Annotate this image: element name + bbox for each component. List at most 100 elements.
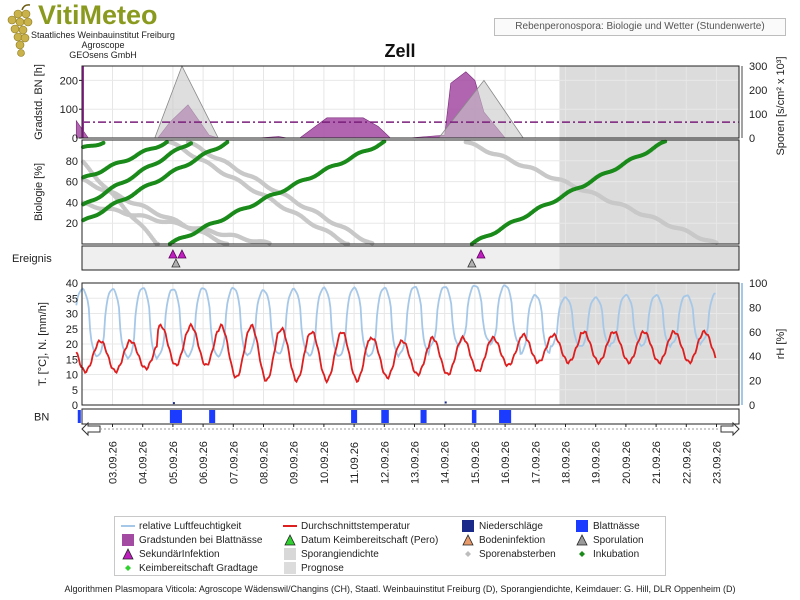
sporulation-marker bbox=[171, 258, 181, 268]
legend-label: Gradstunden bei Blattnässe bbox=[139, 534, 263, 546]
panel-frame bbox=[81, 139, 740, 245]
panel-frame bbox=[81, 245, 740, 271]
date-label: 17.09.26 bbox=[530, 441, 542, 484]
legend-label: relative Luftfeuchtigkeit bbox=[139, 520, 242, 532]
chart: 0100200010020030020406080051015202530354… bbox=[12, 56, 787, 484]
date-label: 07.09.26 bbox=[228, 441, 240, 484]
p1-right-axis-label: Sporen [s/cm² x 10³] bbox=[775, 56, 787, 155]
p1-left-tick: 0 bbox=[72, 133, 78, 145]
date-label: 23.09.26 bbox=[712, 441, 724, 484]
p4-left-tick: 40 bbox=[66, 278, 78, 290]
org-line-3: GEOsens GmbH bbox=[69, 50, 137, 60]
p4-right-tick: 20 bbox=[749, 376, 761, 388]
legend-item: Niederschläge bbox=[461, 520, 543, 532]
legend-swatch-diamond bbox=[465, 551, 471, 557]
legend-label: Keimbereitschaft Gradtage bbox=[139, 562, 258, 574]
page-title: Zell bbox=[384, 41, 416, 61]
legend-label: Bodeninfektion bbox=[479, 534, 546, 546]
date-label: 13.09.26 bbox=[410, 441, 422, 484]
forecast-shade-events bbox=[559, 246, 739, 270]
temperature-line bbox=[75, 322, 717, 384]
legend-item: Inkubation bbox=[575, 548, 639, 560]
leaf-wetness-bar bbox=[209, 410, 216, 423]
incubation-series bbox=[81, 141, 194, 207]
legend-label: Durchschnittstemperatur bbox=[301, 520, 410, 532]
legend-item: SekundärInfektion bbox=[121, 548, 220, 560]
legend-swatch-square bbox=[576, 520, 588, 532]
p4-left-tick: 0 bbox=[72, 400, 78, 412]
p4-left-tick: 10 bbox=[66, 370, 78, 382]
legend: relative Luftfeuchtigkeit Durchschnittste… bbox=[114, 516, 666, 576]
spores-dying-series-point bbox=[370, 241, 375, 246]
leaf-wetness-bar bbox=[381, 410, 389, 423]
date-label: 22.09.26 bbox=[681, 441, 693, 484]
leaf-wetness-bar bbox=[169, 410, 182, 423]
p4-left-tick: 25 bbox=[66, 324, 78, 336]
date-label: 14.09.26 bbox=[440, 441, 452, 484]
date-label: 06.09.26 bbox=[198, 441, 210, 484]
legend-swatch-square bbox=[122, 534, 134, 546]
secondary-infection-marker bbox=[476, 249, 486, 259]
p2-axis-label: Biologie [%] bbox=[33, 163, 45, 221]
legend-swatch-square bbox=[462, 520, 474, 532]
footer-credits: Algorithmen Plasmopara Viticola: Agrosco… bbox=[64, 584, 736, 594]
incubation-series bbox=[81, 140, 169, 180]
p1-right-tick: 300 bbox=[749, 61, 767, 73]
date-label: 09.09.26 bbox=[289, 441, 301, 484]
sporulation-marker bbox=[467, 258, 477, 268]
date-label: 12.09.26 bbox=[379, 441, 391, 484]
org-line-1: Staatliches Weinbauinstitut Freiburg bbox=[31, 30, 175, 40]
p1-left-tick: 200 bbox=[60, 75, 78, 87]
date-label: 11.09.26 bbox=[349, 442, 361, 484]
precipitation-bar bbox=[172, 402, 175, 405]
leaf-wetness-bar bbox=[420, 410, 427, 423]
legend-label: Blattnässe bbox=[593, 520, 640, 532]
bn-label: BN bbox=[34, 412, 49, 424]
legend-label: Prognose bbox=[301, 562, 344, 574]
date-label: 10.09.26 bbox=[319, 441, 331, 484]
org-line-2: Agroscope bbox=[81, 40, 125, 50]
p4-right-axis-label: rH [%] bbox=[775, 329, 787, 360]
legend-label: Inkubation bbox=[593, 548, 640, 560]
date-label: 05.09.26 bbox=[168, 441, 180, 484]
legend-item: Bodeninfektion bbox=[461, 534, 545, 546]
leaf-wetness-bar bbox=[499, 410, 512, 423]
leaf-wetness-bar bbox=[351, 410, 358, 423]
spores-dying-series-point bbox=[267, 241, 272, 246]
incubation-series-point bbox=[101, 140, 106, 145]
date-label: 15.09.26 bbox=[470, 441, 482, 484]
incubation-series bbox=[81, 140, 106, 150]
legend-item: Sporenabsterben bbox=[461, 548, 556, 560]
date-label: 16.09.26 bbox=[500, 441, 512, 484]
legend-label: Datum Keimbereitschaft (Pero) bbox=[301, 534, 439, 546]
date-label: 20.09.26 bbox=[621, 441, 633, 484]
ereignis-label: Ereignis bbox=[12, 253, 52, 265]
p4-left-tick: 5 bbox=[72, 385, 78, 397]
legend-label: Sporangiendichte bbox=[301, 548, 379, 560]
p2-tick: 60 bbox=[66, 177, 78, 189]
p1-right-tick: 100 bbox=[749, 109, 767, 121]
spores-dying-series bbox=[463, 139, 719, 246]
p2-tick: 80 bbox=[66, 156, 78, 168]
chart-subtitle: Rebenperonospora: Biologie und Wetter (S… bbox=[494, 18, 786, 36]
legend-label: Sporenabsterben bbox=[479, 548, 556, 560]
legend-label: Sporulation bbox=[593, 534, 644, 546]
leaf-wetness-bar bbox=[471, 410, 477, 423]
p2-tick: 40 bbox=[66, 197, 78, 209]
legend-item: Gradstunden bei Blattnässe bbox=[121, 534, 262, 546]
spores-dying-series bbox=[80, 159, 160, 247]
legend-item: Prognose bbox=[283, 562, 344, 574]
legend-item: Blattnässe bbox=[575, 520, 640, 532]
scroll-left-icon bbox=[81, 421, 101, 437]
incubation-series bbox=[167, 139, 387, 246]
p1-right-tick: 0 bbox=[749, 133, 755, 145]
date-label: 08.09.26 bbox=[259, 441, 271, 484]
p4-left-tick: 15 bbox=[66, 354, 78, 366]
legend-swatch-square bbox=[284, 562, 296, 574]
date-label: 21.09.26 bbox=[651, 441, 663, 484]
date-label: 03.09.26 bbox=[108, 441, 120, 484]
p4-right-tick: 80 bbox=[749, 302, 761, 314]
scroll-right-icon bbox=[720, 421, 740, 437]
p4-right-tick: 100 bbox=[749, 278, 767, 290]
